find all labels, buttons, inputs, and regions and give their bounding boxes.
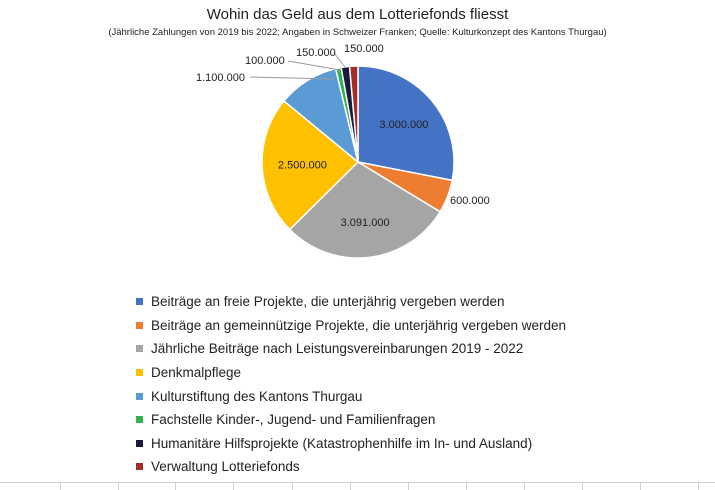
legend-label: Verwaltung Lotteriefonds [151,459,300,475]
legend-item: Denkmalpflege [136,361,566,385]
data-label: 600.000 [450,195,490,207]
column-tick [524,482,525,490]
leader-line [249,76,335,80]
legend-swatch [136,369,143,377]
legend-item: Kulturstiftung des Kantons Thurgau [136,384,566,408]
sheet-gridline [0,482,715,483]
pie-chart: 3.000.000 600.000 3.091.000 2.500.000 1.100.… [196,43,490,259]
legend-item: Fachstelle Kinder-, Jugend- und Familien… [136,408,566,432]
column-tick [233,482,234,490]
column-tick [582,482,583,490]
legend-swatch [136,439,143,447]
data-label: 150.000 [344,43,384,55]
legend-item: Beiträge an freie Projekte, die unterjäh… [136,290,566,314]
column-tick [466,482,467,490]
legend-label: Humanitäre Hilfsprojekte (Katastrophenhi… [151,435,533,451]
column-tick [350,482,351,490]
pie-slice [348,65,359,163]
pie-slice [261,99,360,231]
data-label: 100.000 [245,55,285,67]
leader-line [333,52,346,68]
column-tick [640,482,641,490]
legend-label: Beiträge an freie Projekte, die unterjäh… [151,294,505,310]
legend-label: Denkmalpflege [151,365,242,381]
leader-line [287,60,341,71]
legend-swatch [136,345,143,353]
data-label: 1.100.000 [196,72,245,84]
legend-swatch [136,321,143,329]
legend-swatch [136,392,143,400]
column-tick [175,482,176,490]
data-label: 2.500.000 [278,160,327,172]
legend-label: Jährliche Beiträge nach Leistungsvereinb… [151,341,524,357]
pie-slice [357,65,455,182]
legend-item: Verwaltung Lotteriefonds [136,455,566,479]
chart-title: Wohin das Geld aus dem Lotteriefonds fli… [206,6,509,23]
column-tick [698,482,699,490]
legend-label: Kulturstiftung des Kantons Thurgau [151,388,363,404]
pie-slice [288,161,442,259]
legend-item: Jährliche Beiträge nach Leistungsvereinb… [136,337,566,361]
data-label: 150.000 [296,47,336,59]
chart-subtitle: (Jährliche Zahlungen von 2019 bis 2022; … [108,27,607,38]
legend-label: Fachstelle Kinder-, Jugend- und Familien… [151,412,436,428]
data-label: 3.091.000 [341,217,390,229]
legend-swatch [136,298,143,306]
column-tick [118,482,119,490]
column-tick [408,482,409,490]
column-tick [60,482,61,490]
data-label: 3.000.000 [379,119,428,131]
column-tick [292,482,293,490]
legend-label: Beiträge an gemeinnützige Projekte, die … [151,317,567,333]
legend-swatch [136,463,143,471]
legend-item: Humanitäre Hilfsprojekte (Katastrophenhi… [136,432,566,456]
chart-legend: Beiträge an freie Projekte, die unterjäh… [136,290,566,479]
legend-item: Beiträge an gemeinnützige Projekte, die … [136,314,566,338]
legend-swatch [136,416,143,424]
